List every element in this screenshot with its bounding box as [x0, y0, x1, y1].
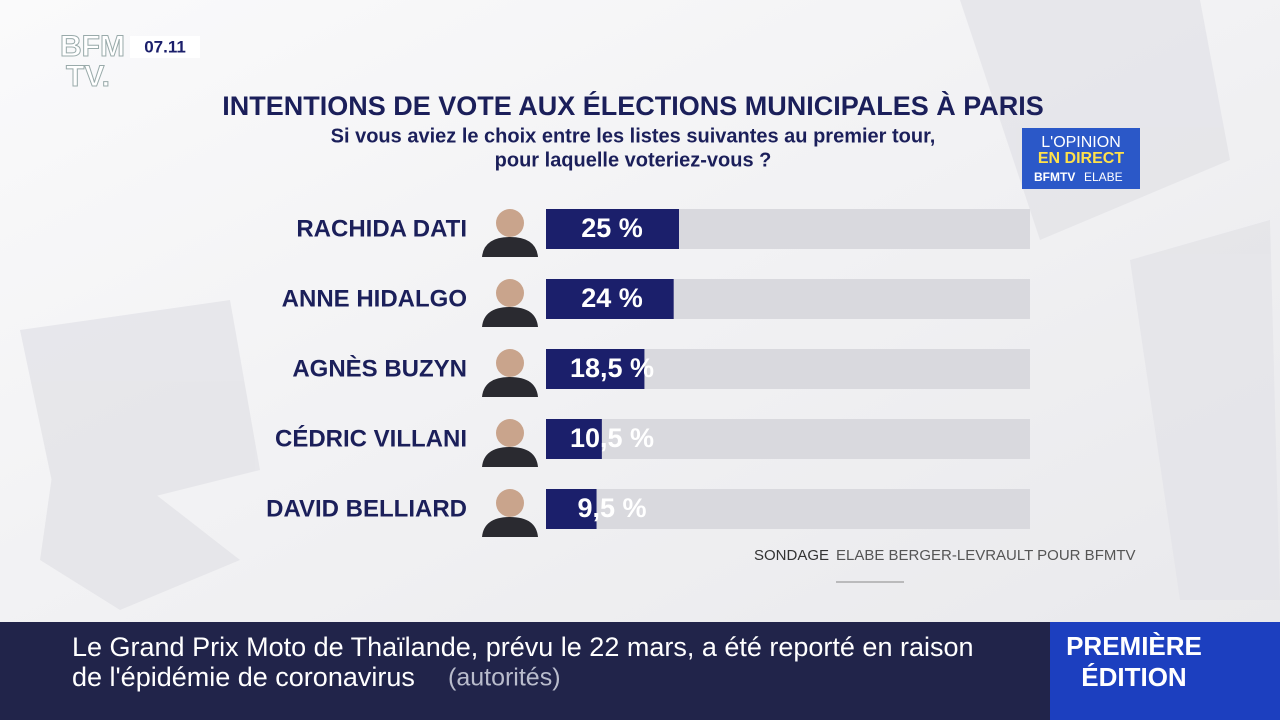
- ticker-note: (autorités): [448, 664, 561, 692]
- portrait: [482, 377, 538, 397]
- portrait: [496, 279, 524, 307]
- portrait: [482, 447, 538, 467]
- chart-subtitle: pour laquelle voteriez-vous ?: [495, 149, 772, 171]
- badge-brand: BFMTV: [1034, 170, 1075, 184]
- bar: [546, 209, 679, 249]
- logo: TV.: [66, 60, 110, 93]
- bar-track: [546, 419, 1030, 459]
- category-label: CÉDRIC VILLANI: [275, 424, 467, 452]
- time: 07.11: [144, 37, 186, 56]
- portrait: [496, 209, 524, 237]
- value-label: 10,5 %: [570, 423, 654, 453]
- time-box: [130, 36, 200, 58]
- category-label: AGNÈS BUZYN: [292, 354, 467, 382]
- value-label: 9,5 %: [577, 493, 646, 523]
- source: ELABE BERGER-LEVRAULT POUR BFMTV: [836, 547, 1136, 564]
- watermark: [20, 0, 1280, 610]
- value-label: 24 %: [581, 283, 643, 313]
- chart-title: INTENTIONS DE VOTE AUX ÉLECTIONS MUNICIP…: [222, 90, 1044, 121]
- badge-partner: ELABE: [1084, 170, 1123, 184]
- ticker-line: de l'épidémie de coronavirus: [72, 662, 415, 692]
- chart: RACHIDA DATI 25 % ANNE HIDALGO 24 % AGNÈS BU…: [266, 209, 1030, 537]
- portrait: [482, 237, 538, 257]
- bar: [546, 279, 674, 319]
- ticker-line: Le Grand Prix Moto de Thaïlande, prévu l…: [72, 632, 974, 662]
- program: PREMIÈRE: [1066, 631, 1202, 661]
- bar-track: [546, 489, 1030, 529]
- bar: [546, 349, 645, 389]
- logo: BFM: [60, 30, 125, 63]
- source-label: SONDAGE: [754, 547, 829, 564]
- category-label: ANNE HIDALGO: [282, 285, 467, 312]
- badge-text: L'OPINION: [1041, 134, 1121, 151]
- bar: [546, 489, 597, 529]
- portrait: [482, 517, 538, 537]
- category-label: RACHIDA DATI: [296, 215, 467, 242]
- portrait: [496, 349, 524, 377]
- value-label: 25 %: [581, 213, 643, 243]
- value-label: 18,5 %: [570, 353, 654, 383]
- program-box: [1050, 622, 1280, 720]
- portrait: [496, 489, 524, 517]
- badge-text: EN DIRECT: [1038, 150, 1124, 167]
- badge: [1022, 128, 1140, 189]
- portrait: [496, 419, 524, 447]
- chart-subtitle: Si vous aviez le choix entre les listes …: [331, 125, 936, 147]
- bar: [546, 419, 602, 459]
- program: ÉDITION: [1081, 662, 1186, 692]
- portrait: [482, 307, 538, 327]
- category-label: DAVID BELLIARD: [266, 495, 467, 522]
